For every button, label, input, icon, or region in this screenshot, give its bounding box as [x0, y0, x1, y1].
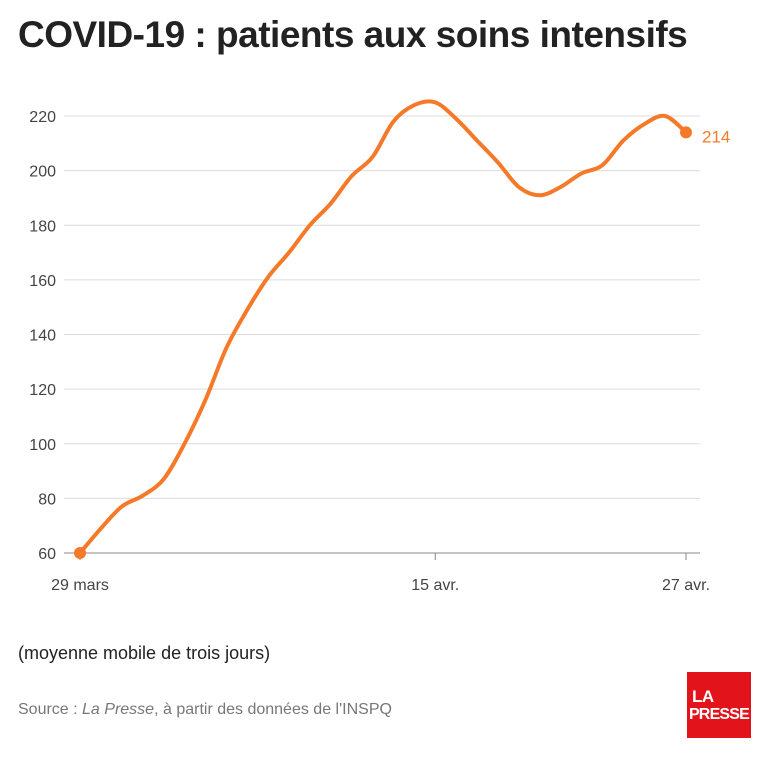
y-tick-label: 80	[38, 491, 56, 508]
end-value-label: 214	[702, 127, 730, 146]
y-tick-label: 120	[29, 382, 56, 399]
series: 214	[74, 99, 730, 559]
y-tick-label: 160	[29, 273, 56, 290]
start-point-marker	[74, 547, 86, 559]
x-tick-label: 29 mars	[51, 577, 109, 594]
y-tick-label: 220	[29, 109, 56, 126]
source-publication: La Presse	[82, 701, 155, 718]
x-axis: 29 mars 15 avr. 27 avr.	[51, 553, 710, 594]
y-tick-label: 60	[38, 546, 56, 563]
series-line	[78, 99, 688, 555]
x-tick-label: 27 avr.	[662, 577, 710, 594]
line-chart: 60 80 100 120 140 160 180 200 220 29 mars 15 avr.…	[29, 99, 730, 594]
y-tick-label: 180	[29, 218, 56, 235]
x-tick-label: 15 avr.	[411, 577, 459, 594]
y-tick-label: 140	[29, 328, 56, 345]
y-axis: 60 80 100 120 140 160 180 200 220	[29, 109, 56, 563]
source-suffix: , à partir des données de l'INSPQ	[154, 701, 392, 718]
source-credit: Source : La Presse, à partir des données…	[18, 701, 392, 719]
logo-line-2: PRESSE	[688, 705, 750, 723]
gridlines	[64, 115, 700, 554]
end-point-marker	[680, 126, 692, 139]
chart-note: (moyenne mobile de trois jours)	[18, 643, 271, 663]
y-tick-label: 200	[29, 164, 56, 181]
chart-title: COVID-19 : patients aux soins intensifs	[18, 14, 688, 55]
logo-line-1: LA	[692, 686, 714, 706]
la-presse-logo: LA PRESSE	[687, 672, 751, 738]
y-tick-label: 100	[29, 437, 56, 454]
source-prefix: Source :	[18, 701, 83, 718]
